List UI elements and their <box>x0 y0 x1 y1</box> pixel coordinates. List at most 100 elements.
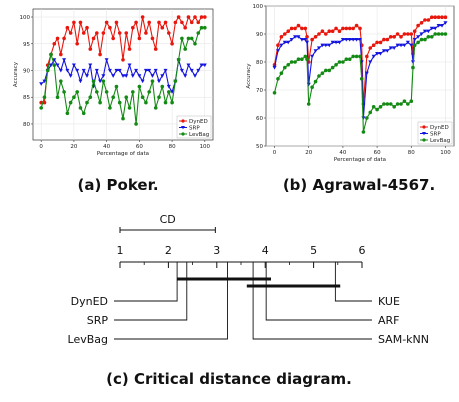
data-point-srp <box>85 74 89 78</box>
data-point-dyned <box>378 40 383 45</box>
data-point-levbag <box>416 40 420 45</box>
data-point-levbag <box>351 54 355 59</box>
data-point-levbag <box>137 84 142 89</box>
data-point-levbag <box>324 68 328 73</box>
data-point-srp <box>157 79 161 84</box>
data-point-levbag <box>337 60 342 64</box>
data-point-levbag <box>189 36 194 41</box>
data-point-dyned <box>75 41 79 46</box>
data-point-dyned <box>189 20 194 25</box>
data-point-srp <box>388 46 393 50</box>
data-point-srp <box>137 74 142 78</box>
method-label-dyned: DynED <box>71 295 108 308</box>
data-point-levbag <box>52 63 57 67</box>
data-point-srp <box>134 68 139 73</box>
data-point-levbag <box>317 74 321 78</box>
data-point-levbag <box>347 57 352 61</box>
data-point-levbag <box>443 32 448 36</box>
data-point-srp <box>127 63 132 68</box>
data-point-srp <box>143 68 148 73</box>
data-point-dyned <box>131 25 135 30</box>
data-point-srp <box>358 38 362 42</box>
data-point-dyned <box>196 20 201 25</box>
data-point-dyned <box>147 20 151 25</box>
data-point-dyned <box>91 36 96 41</box>
data-point-levbag <box>412 43 417 47</box>
data-point-levbag <box>409 99 414 103</box>
data-point-srp <box>416 35 421 39</box>
data-point-dyned <box>443 15 448 19</box>
data-point-srp <box>419 32 424 36</box>
data-point-dyned <box>347 26 352 31</box>
data-point-srp <box>340 38 345 42</box>
data-point-srp <box>170 90 175 94</box>
data-point-srp <box>395 43 400 48</box>
data-point-dyned <box>160 25 165 30</box>
data-point-levbag <box>49 52 53 57</box>
data-point-dyned <box>101 31 106 35</box>
data-point-dyned <box>121 57 125 62</box>
data-point-srp <box>320 43 325 48</box>
data-point-dyned <box>276 43 280 47</box>
data-point-levbag <box>320 71 325 75</box>
data-point-dyned <box>358 26 362 31</box>
data-point-levbag <box>39 106 43 110</box>
data-point-srp <box>186 63 191 68</box>
data-point-dyned <box>385 37 390 42</box>
data-point-levbag <box>361 130 366 134</box>
data-point-levbag <box>173 79 178 83</box>
data-point-levbag <box>157 95 161 100</box>
method-label-arf: ARF <box>378 314 400 327</box>
data-point-srp <box>62 58 67 62</box>
data-point-srp <box>399 43 404 48</box>
data-point-levbag <box>98 100 102 105</box>
data-point-levbag <box>121 116 125 121</box>
data-point-levbag <box>279 71 284 75</box>
data-point-dyned <box>137 36 142 41</box>
data-point-srp <box>293 35 298 39</box>
data-point-levbag <box>144 100 148 105</box>
data-point-levbag <box>440 32 444 36</box>
data-point-dyned <box>140 15 145 19</box>
data-point-srp <box>42 79 47 84</box>
data-point-srp <box>310 54 315 59</box>
y-tick-label: 100 <box>253 4 264 10</box>
data-point-levbag <box>147 90 151 94</box>
data-point-dyned <box>334 26 338 31</box>
data-point-levbag <box>62 90 66 94</box>
data-point-srp <box>378 52 383 56</box>
data-point-dyned <box>371 43 376 47</box>
data-point-levbag <box>289 60 294 64</box>
data-point-srp <box>81 68 86 73</box>
data-point-srp <box>351 38 356 42</box>
data-point-srp <box>330 40 335 45</box>
data-point-srp <box>58 68 63 73</box>
data-point-dyned <box>186 15 191 19</box>
data-point-srp <box>196 68 201 73</box>
data-point-dyned <box>402 32 407 36</box>
data-point-dyned <box>62 36 66 41</box>
y-tick-label: 80 <box>23 122 30 128</box>
y-tick-label: 80 <box>256 60 263 66</box>
data-point-srp <box>179 68 184 73</box>
data-point-srp <box>275 49 280 53</box>
data-point-levbag <box>186 36 191 41</box>
x-tick-label: 0 <box>273 150 277 156</box>
caption-b: (b) Agrawal-4567. <box>283 176 435 194</box>
data-point-dyned <box>193 15 197 19</box>
data-point-levbag <box>196 31 201 35</box>
data-point-dyned <box>433 15 438 19</box>
chart-agrawal: 50 60 70 80 90 100 0 20 40 60 80 100 Percentage of d… <box>246 4 455 163</box>
chart-poker: 80 85 90 95 100 0 20 40 60 80 100 Percentage of dat… <box>13 8 214 157</box>
data-point-levbag <box>91 79 96 83</box>
caption-a: (a) Poker. <box>77 176 158 194</box>
data-point-levbag <box>419 37 424 42</box>
data-point-srp <box>429 26 434 31</box>
data-point-dyned <box>55 36 60 41</box>
method-connector <box>114 262 178 302</box>
x-tick-label: 20 <box>70 144 77 150</box>
data-point-levbag <box>382 102 386 106</box>
data-point-levbag <box>104 90 109 94</box>
method-connector <box>265 262 372 321</box>
